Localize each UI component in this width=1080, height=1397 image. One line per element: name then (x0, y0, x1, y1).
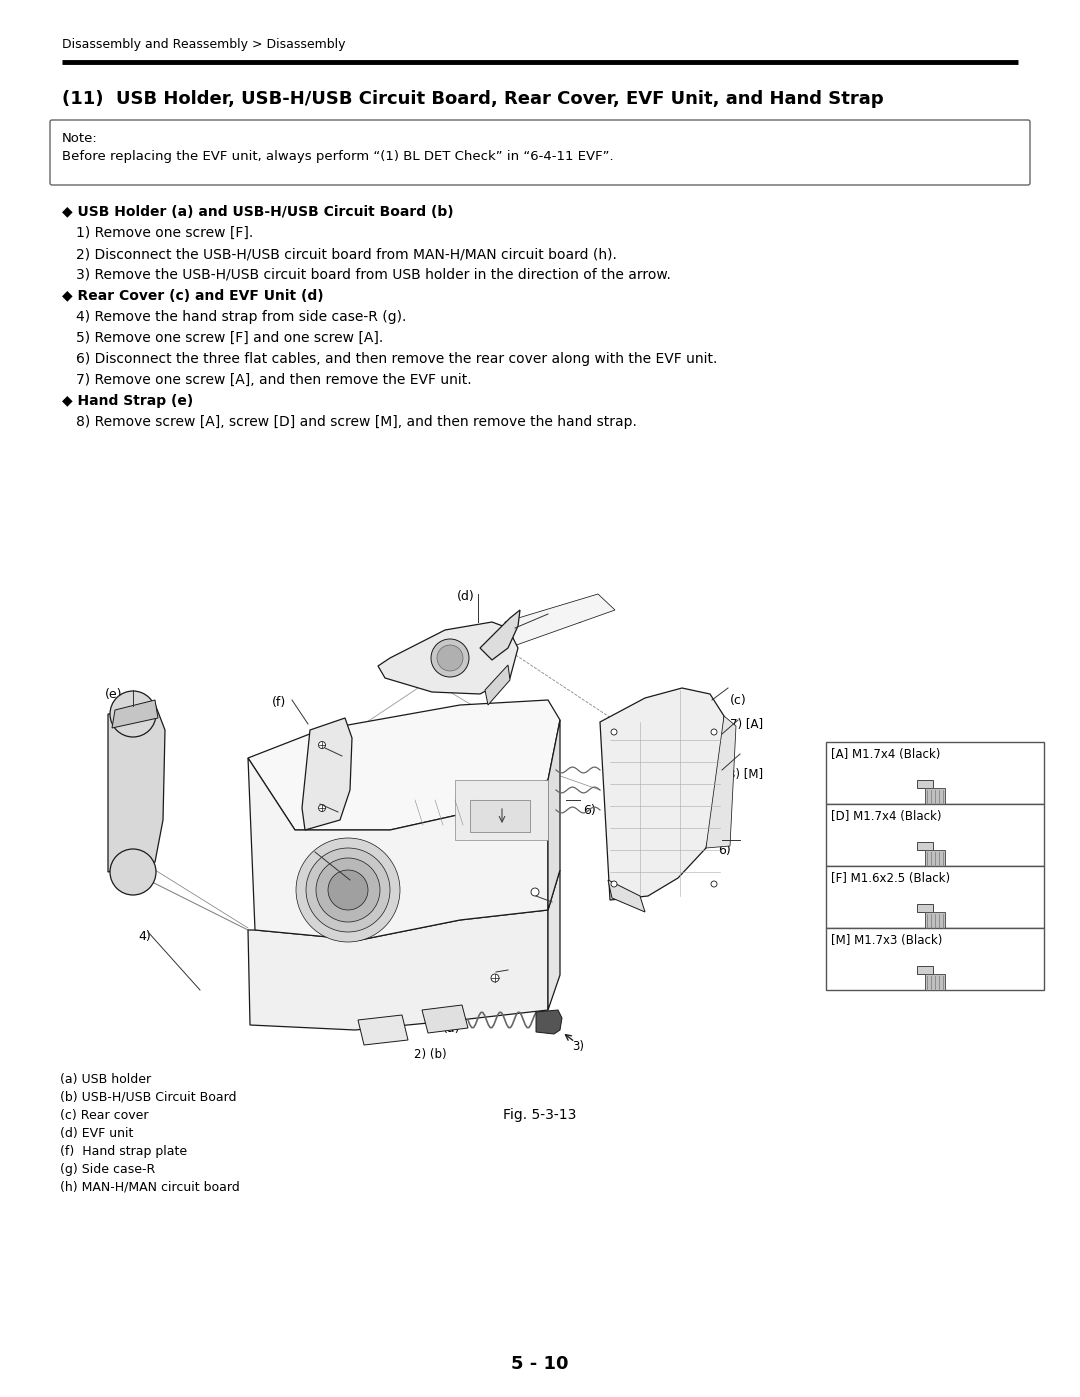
Text: [A] M1.7x4 (Black): [A] M1.7x4 (Black) (831, 747, 941, 761)
Text: ◆ USB Holder (a) and USB-H/USB Circuit Board (b): ◆ USB Holder (a) and USB-H/USB Circuit B… (62, 205, 454, 219)
Text: 5) [A]: 5) [A] (514, 900, 546, 914)
Polygon shape (248, 759, 548, 940)
Bar (917, 965, 933, 974)
Text: (g) Side case-R: (g) Side case-R (60, 1162, 156, 1176)
Polygon shape (548, 719, 561, 909)
Text: 7) Remove one screw [A], and then remove the EVF unit.: 7) Remove one screw [A], and then remove… (76, 373, 472, 387)
Bar (917, 780, 933, 788)
Polygon shape (302, 718, 352, 830)
Text: 1) Remove one screw [F].: 1) Remove one screw [F]. (76, 226, 253, 240)
Text: (11)  USB Holder, USB-H/USB Circuit Board, Rear Cover, EVF Unit, and Hand Strap: (11) USB Holder, USB-H/USB Circuit Board… (62, 89, 883, 108)
Polygon shape (548, 870, 561, 1010)
Bar (924, 974, 945, 990)
Text: (c) Rear cover: (c) Rear cover (60, 1109, 149, 1122)
Text: 6) Disconnect the three flat cables, and then remove the rear cover along with t: 6) Disconnect the three flat cables, and… (76, 352, 717, 366)
Text: 3) Remove the USB-H/USB circuit board from USB holder in the direction of the ar: 3) Remove the USB-H/USB circuit board fr… (76, 268, 671, 282)
Text: 5) [F]: 5) [F] (550, 612, 582, 624)
Polygon shape (455, 780, 548, 840)
Polygon shape (248, 700, 561, 830)
Text: 8) [M]: 8) [M] (728, 768, 764, 781)
Text: (d) EVF unit: (d) EVF unit (60, 1127, 133, 1140)
Circle shape (110, 849, 156, 895)
Polygon shape (485, 665, 510, 705)
Polygon shape (108, 704, 165, 872)
Text: (a): (a) (443, 1023, 461, 1035)
Text: [D] M1.7x4 (Black): [D] M1.7x4 (Black) (831, 810, 942, 823)
Text: ◆ Rear Cover (c) and EVF Unit (d): ◆ Rear Cover (c) and EVF Unit (d) (62, 289, 324, 303)
Text: 5 - 10: 5 - 10 (511, 1355, 569, 1373)
Circle shape (611, 729, 617, 735)
Text: (g): (g) (282, 848, 300, 861)
Circle shape (319, 742, 325, 749)
Polygon shape (706, 717, 735, 848)
Polygon shape (536, 1010, 562, 1034)
Text: 5) Remove one screw [F] and one screw [A].: 5) Remove one screw [F] and one screw [A… (76, 331, 383, 345)
Bar (826, 742, 1044, 805)
Circle shape (531, 888, 539, 895)
Polygon shape (470, 800, 530, 833)
Bar (924, 849, 945, 866)
Circle shape (306, 848, 390, 932)
Circle shape (110, 692, 156, 738)
Bar (826, 805, 1044, 866)
Bar (917, 904, 933, 912)
Text: 1) [F]: 1) [F] (512, 968, 543, 981)
Bar (826, 928, 1044, 990)
Text: 6): 6) (718, 844, 731, 856)
Bar (917, 842, 933, 849)
Text: Note:: Note: (62, 131, 98, 145)
Circle shape (711, 729, 717, 735)
Text: 2) (b): 2) (b) (414, 1048, 446, 1060)
Text: Fig. 5-3-13: Fig. 5-3-13 (503, 1108, 577, 1122)
Text: (h) MAN-H/MAN circuit board: (h) MAN-H/MAN circuit board (60, 1180, 240, 1194)
Text: [F] M1.6x2.5 (Black): [F] M1.6x2.5 (Black) (831, 872, 950, 886)
Text: (d): (d) (457, 590, 475, 604)
Text: 4) Remove the hand strap from side case-R (g).: 4) Remove the hand strap from side case-… (76, 310, 406, 324)
Text: 8) [D]: 8) [D] (296, 761, 330, 775)
Bar (924, 912, 945, 928)
Text: Disassembly and Reassembly > Disassembly: Disassembly and Reassembly > Disassembly (62, 38, 346, 52)
Polygon shape (505, 594, 615, 648)
Circle shape (296, 838, 400, 942)
Text: (b) USB-H/USB Circuit Board: (b) USB-H/USB Circuit Board (60, 1091, 237, 1104)
Text: 2) Disconnect the USB-H/USB circuit board from MAN-H/MAN circuit board (h).: 2) Disconnect the USB-H/USB circuit boar… (76, 247, 617, 261)
Circle shape (328, 870, 368, 909)
Text: (e): (e) (105, 687, 122, 701)
Circle shape (437, 645, 463, 671)
Bar (826, 866, 1044, 928)
Polygon shape (112, 700, 158, 728)
Polygon shape (608, 880, 645, 912)
Text: (f)  Hand strap plate: (f) Hand strap plate (60, 1146, 187, 1158)
Text: (h): (h) (363, 1030, 381, 1044)
Text: 8) Remove screw [A], screw [D] and screw [M], and then remove the hand strap.: 8) Remove screw [A], screw [D] and screw… (76, 415, 637, 429)
Bar (924, 788, 945, 805)
Polygon shape (480, 610, 519, 659)
Polygon shape (600, 687, 724, 900)
Text: 8) [A]: 8) [A] (295, 800, 328, 813)
Circle shape (611, 882, 617, 887)
Polygon shape (357, 1016, 408, 1045)
FancyBboxPatch shape (50, 120, 1030, 184)
Text: Before replacing the EVF unit, always perform “(1) BL DET Check” in “6-4-11 EVF”: Before replacing the EVF unit, always pe… (62, 149, 613, 163)
Text: [M] M1.7x3 (Black): [M] M1.7x3 (Black) (831, 935, 943, 947)
Polygon shape (248, 909, 548, 1030)
Text: ◆ Hand Strap (e): ◆ Hand Strap (e) (62, 394, 193, 408)
Text: 7) [A]: 7) [A] (730, 718, 764, 731)
Text: (f): (f) (272, 696, 286, 710)
Circle shape (491, 974, 499, 982)
Polygon shape (422, 1004, 468, 1032)
Polygon shape (378, 622, 518, 694)
Text: 3): 3) (572, 1039, 584, 1053)
Circle shape (431, 638, 469, 678)
Text: 4): 4) (138, 930, 151, 943)
Text: (a) USB holder: (a) USB holder (60, 1073, 151, 1085)
Circle shape (319, 805, 325, 812)
Text: (c): (c) (730, 694, 746, 707)
Circle shape (316, 858, 380, 922)
Text: 6): 6) (583, 805, 596, 817)
Circle shape (711, 882, 717, 887)
